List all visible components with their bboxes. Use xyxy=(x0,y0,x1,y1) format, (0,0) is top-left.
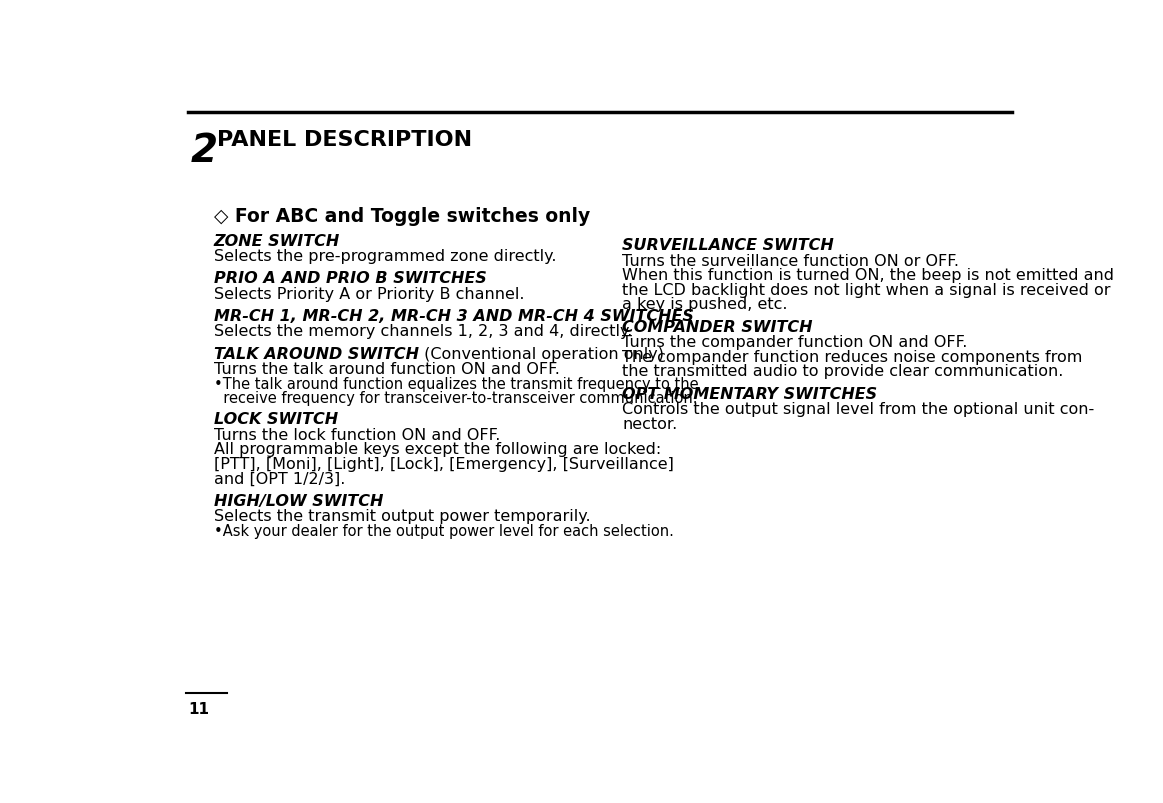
Text: When this function is turned ON, the beep is not emitted and: When this function is turned ON, the bee… xyxy=(622,268,1114,283)
Text: Turns the talk around function ON and OFF.: Turns the talk around function ON and OF… xyxy=(214,361,559,377)
Text: •Ask your dealer for the output power level for each selection.: •Ask your dealer for the output power le… xyxy=(214,524,673,538)
Text: the LCD backlight does not light when a signal is received or: the LCD backlight does not light when a … xyxy=(622,283,1111,297)
Text: 2: 2 xyxy=(191,132,217,169)
Text: nector.: nector. xyxy=(622,416,677,431)
Text: ◇ For ABC and Toggle switches only: ◇ For ABC and Toggle switches only xyxy=(214,207,590,226)
Text: 11: 11 xyxy=(188,701,209,715)
Text: Selects the pre-programmed zone directly.: Selects the pre-programmed zone directly… xyxy=(214,249,556,263)
Text: (Conventional operation only): (Conventional operation only) xyxy=(419,346,664,361)
Text: Turns the compander function ON and OFF.: Turns the compander function ON and OFF. xyxy=(622,335,968,350)
Text: receive frequency for transceiver-to-transceiver communication.: receive frequency for transceiver-to-tra… xyxy=(214,390,697,406)
Text: a key is pushed, etc.: a key is pushed, etc. xyxy=(622,297,787,312)
Text: HIGH/LOW SWITCH: HIGH/LOW SWITCH xyxy=(214,493,383,508)
Text: Selects Priority A or Priority B channel.: Selects Priority A or Priority B channel… xyxy=(214,287,525,301)
Text: Turns the lock function ON and OFF.: Turns the lock function ON and OFF. xyxy=(214,427,500,442)
Text: TALK AROUND SWITCH: TALK AROUND SWITCH xyxy=(214,346,419,361)
Text: Selects the memory channels 1, 2, 3 and 4, directly.: Selects the memory channels 1, 2, 3 and … xyxy=(214,324,632,339)
Text: the transmitted audio to provide clear communication.: the transmitted audio to provide clear c… xyxy=(622,364,1063,379)
Text: PANEL DESCRIPTION: PANEL DESCRIPTION xyxy=(216,130,472,150)
Text: •The talk around function equalizes the transmit frequency to the: •The talk around function equalizes the … xyxy=(214,377,698,391)
Text: Controls the output signal level from the optional unit con-: Controls the output signal level from th… xyxy=(622,402,1094,417)
Text: SURVEILLANCE SWITCH: SURVEILLANCE SWITCH xyxy=(622,238,834,253)
Text: MR-CH 1, MR-CH 2, MR-CH 3 AND MR-CH 4 SWITCHES: MR-CH 1, MR-CH 2, MR-CH 3 AND MR-CH 4 SW… xyxy=(214,308,693,324)
Text: COMPANDER SWITCH: COMPANDER SWITCH xyxy=(622,320,813,334)
Text: and [OPT 1/2/3].: and [OPT 1/2/3]. xyxy=(214,471,345,486)
Text: PRIO A AND PRIO B SWITCHES: PRIO A AND PRIO B SWITCHES xyxy=(214,271,486,286)
Text: [PTT], [Moni], [Light], [Lock], [Emergency], [Surveillance]: [PTT], [Moni], [Light], [Lock], [Emergen… xyxy=(214,456,673,471)
Text: LOCK SWITCH: LOCK SWITCH xyxy=(214,412,337,426)
Text: OPT MOMENTARY SWITCHES: OPT MOMENTARY SWITCHES xyxy=(622,386,877,402)
Text: Turns the surveillance function ON or OFF.: Turns the surveillance function ON or OF… xyxy=(622,253,959,268)
Text: The compander function reduces noise components from: The compander function reduces noise com… xyxy=(622,349,1083,365)
Text: Selects the transmit output power temporarily.: Selects the transmit output power tempor… xyxy=(214,508,590,524)
Text: ZONE SWITCH: ZONE SWITCH xyxy=(214,233,340,248)
Text: All programmable keys except the following are locked:: All programmable keys except the followi… xyxy=(214,442,661,457)
